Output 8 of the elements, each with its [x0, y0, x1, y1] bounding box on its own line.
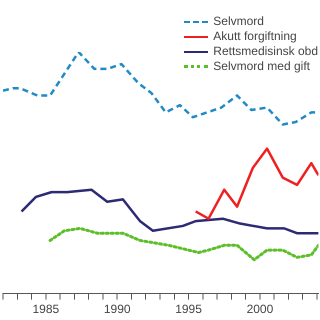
x-tick-label: 1985 [32, 302, 60, 316]
x-tick-label: 1995 [175, 302, 202, 316]
legend-label: Selvmord med gift [213, 59, 310, 74]
x-tick-label: 1990 [104, 302, 131, 316]
x-tick-label: 2000 [246, 302, 274, 316]
legend-label: Rettsmedisinsk obd [213, 44, 318, 59]
legend-label: Selvmord [213, 14, 264, 29]
legend-label: Akutt forgiftning [213, 29, 297, 44]
